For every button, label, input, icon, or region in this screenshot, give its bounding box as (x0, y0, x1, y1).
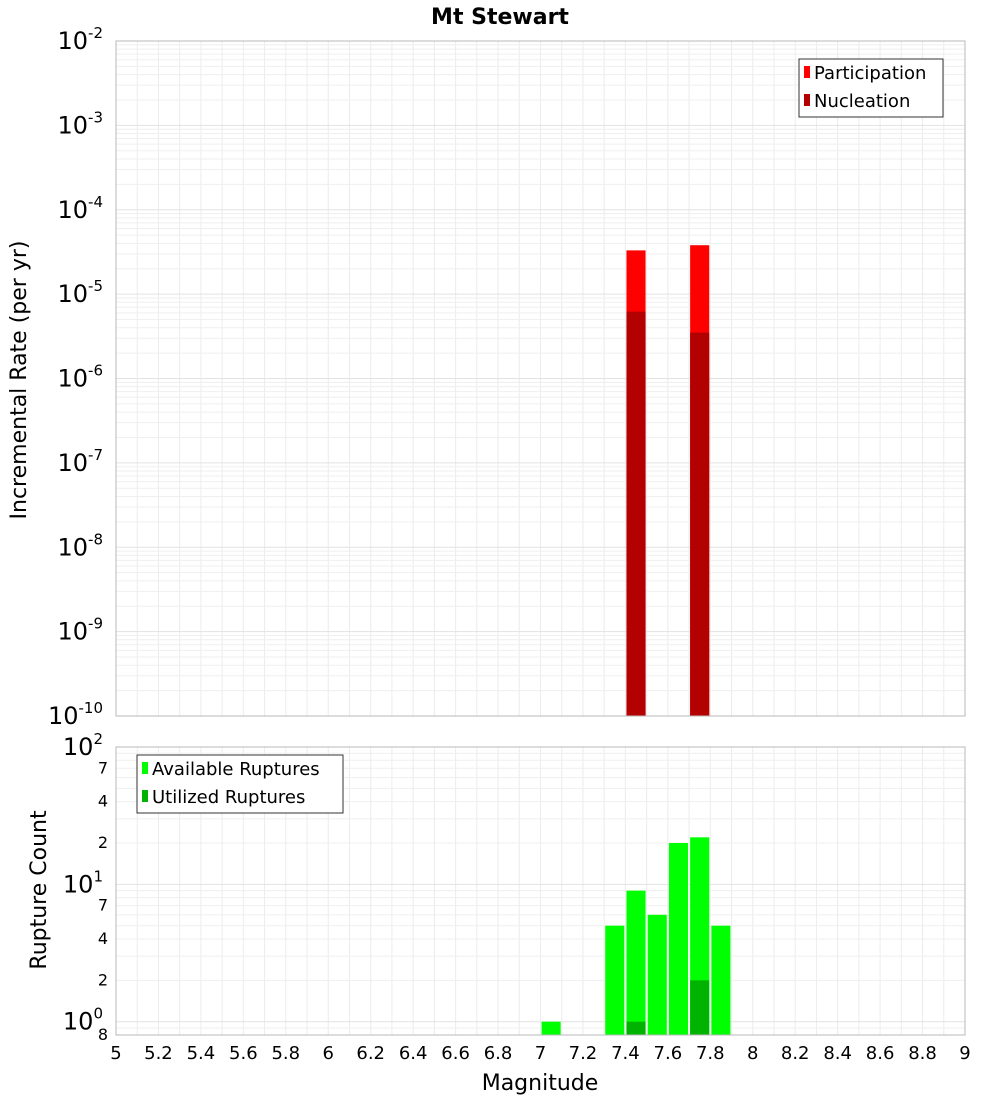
x-tick-label: 7.6 (654, 1043, 683, 1064)
bar-available-ruptures-1 (605, 925, 625, 1035)
y-tick-label: 8 (98, 1025, 108, 1044)
y-tick-label: 2 (98, 970, 108, 989)
plot-frame (115, 746, 966, 1036)
panel-1: 10-10 10-9 10-8 10-7 10-6 10-5 10-4 10-3 10-2 Par… (48, 24, 966, 730)
x-tick-label: 8.8 (908, 1043, 937, 1064)
bar-nucleation-0 (626, 311, 646, 716)
legend-swatch (142, 790, 148, 802)
bar-nucleation-1 (690, 332, 710, 716)
y-tick-label: 10-4 (57, 193, 103, 224)
y-tick-label: 10-8 (57, 530, 103, 561)
legend-box (136, 754, 344, 814)
y-tick-label: 100 (63, 1005, 103, 1036)
y-tick-label: 10-10 (48, 699, 103, 730)
x-tick-label: 5 (110, 1043, 121, 1064)
y-tick-label: 10-3 (57, 108, 103, 139)
x-tick-label: 6.2 (356, 1043, 385, 1064)
x-tick-label: 7 (535, 1043, 546, 1064)
chart-title: Mt Stewart (431, 5, 569, 30)
y-tick-label: 7 (98, 758, 108, 777)
x-tick-label: 7.4 (611, 1043, 640, 1064)
y-tick-label: 101 (63, 867, 103, 898)
y-tick-label: 10-9 (57, 615, 103, 646)
y-tick-label: 10-2 (57, 24, 103, 55)
bar-available-ruptures-6 (711, 925, 731, 1035)
y-tick-label: 10-6 (57, 362, 103, 393)
plot-frame (115, 40, 966, 717)
x-tick-label: 7.8 (696, 1043, 725, 1064)
bar-available-ruptures-3 (647, 914, 667, 1035)
plots-group: 10-10 10-9 10-8 10-7 10-6 10-5 10-4 10-3 10-2 Par… (48, 24, 971, 1064)
bar-available-ruptures-0 (541, 1021, 561, 1035)
top-y-axis-label: Incremental Rate (per yr) (7, 241, 32, 520)
y-tick-label: 4 (98, 792, 108, 811)
x-tick-label: 6.8 (484, 1043, 513, 1064)
x-tick-label: 8.6 (866, 1043, 895, 1064)
x-tick-label: 8.4 (823, 1043, 852, 1064)
legend: Participation Nucleation (798, 58, 944, 118)
legend-label: Nucleation (814, 91, 910, 112)
x-tick-label: 5.4 (187, 1043, 216, 1064)
bar-utilized-ruptures-1 (690, 980, 710, 1035)
legend-swatch (804, 66, 810, 78)
legend-box (798, 58, 944, 118)
bar-utilized-ruptures-0 (626, 1021, 646, 1035)
x-tick-label: 6.6 (441, 1043, 470, 1064)
legend: Available Ruptures Utilized Ruptures (136, 754, 344, 814)
legend-swatch (804, 94, 810, 106)
x-tick-label: 7.2 (569, 1043, 598, 1064)
legend-swatch (142, 762, 148, 774)
y-tick-label: 102 (63, 730, 103, 761)
x-tick-label: 5.2 (144, 1043, 173, 1064)
legend-label: Participation (814, 63, 926, 84)
x-tick-label: 6 (323, 1043, 334, 1064)
x-tick-label: 8 (747, 1043, 758, 1064)
x-tick-label: 9 (959, 1043, 970, 1064)
bar-available-ruptures-2 (626, 890, 646, 1035)
bar-available-ruptures-4 (668, 843, 689, 1035)
x-tick-label: 6.4 (399, 1043, 428, 1064)
x-axis-label: Magnitude (482, 1071, 599, 1096)
x-tick-label: 5.8 (271, 1043, 300, 1064)
y-tick-label: 2 (98, 833, 108, 852)
legend-label: Utilized Ruptures (152, 787, 305, 808)
y-tick-label: 7 (98, 896, 108, 915)
y-tick-label: 4 (98, 929, 108, 948)
x-tick-label: 8.2 (781, 1043, 810, 1064)
y-tick-label: 10-7 (57, 446, 103, 477)
x-tick-label: 5.6 (229, 1043, 258, 1064)
bottom-y-axis-label: Rupture Count (27, 810, 52, 970)
legend-label: Available Ruptures (152, 759, 320, 780)
y-tick-label: 10-5 (57, 277, 103, 308)
